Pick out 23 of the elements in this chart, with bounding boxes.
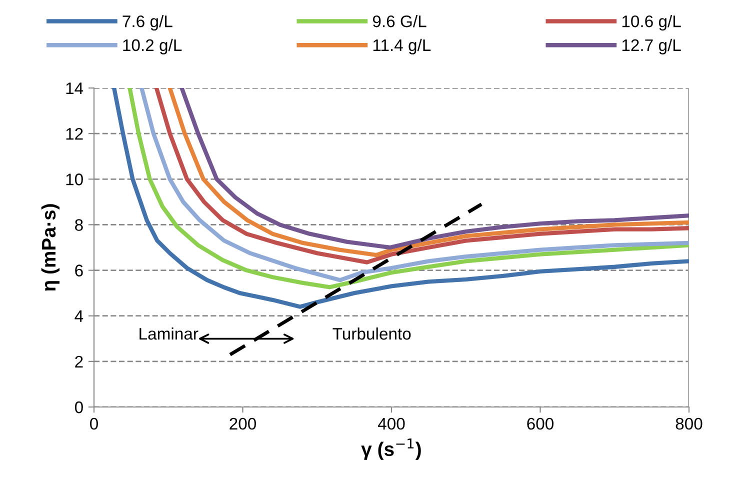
legend-label: 11.4 g/L: [373, 38, 431, 54]
annotation: Laminar: [140, 327, 198, 340]
x-tick-label: 400: [378, 418, 405, 430]
y-tick-label: 14: [66, 82, 84, 94]
y-tick-label: 0: [74, 401, 83, 414]
legend-label: 12.7 g/L: [622, 38, 681, 54]
legend-label: 7.6 g/L: [122, 15, 172, 31]
legend-label: 10.2 g/L: [123, 38, 182, 54]
x-tick-label: 600: [527, 418, 554, 430]
annotation: Turbulento: [332, 327, 411, 340]
y-tick-label: 6: [75, 264, 83, 276]
x-tick-label: 200: [230, 418, 256, 430]
x-tick-label: 800: [676, 418, 702, 430]
x-axis-title: γ (s$^{−1}$): [361, 438, 421, 460]
legend-label: 10.6 g/L: [622, 15, 681, 31]
y-tick-label: 8: [75, 219, 83, 231]
legend-label: 9.6 G/L: [372, 15, 426, 28]
y-axis-title: η (mPa·s): [41, 204, 60, 291]
y-tick-label: 10: [66, 174, 83, 186]
y-tick-label: 4: [74, 310, 84, 322]
y-tick-label: 12: [66, 128, 83, 140]
y-tick-label: 2: [75, 356, 83, 368]
x-tick-label: 0: [90, 418, 98, 430]
